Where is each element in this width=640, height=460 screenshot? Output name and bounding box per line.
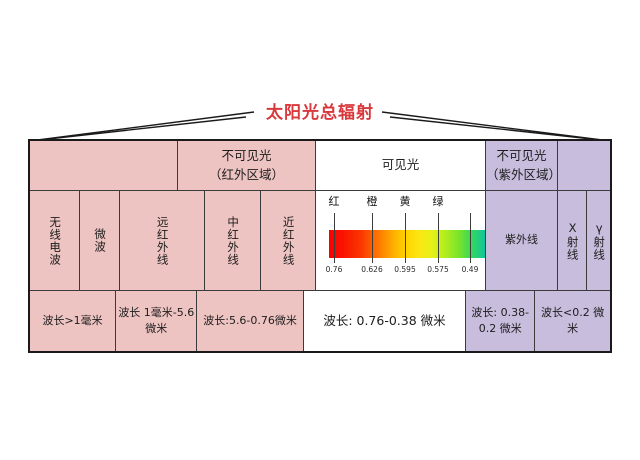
color-label-red: 红 bbox=[328, 195, 340, 208]
band-cell-ultraviolet: 紫外线 bbox=[486, 191, 558, 291]
spectrum-inner: 红 橙 黄 绿 青蓝 紫 bbox=[316, 191, 485, 290]
header-cell-ultraviolet: 不可见光 （紫外区域） bbox=[486, 141, 558, 191]
wavelength-cell-radio: 波长>1毫米 bbox=[30, 291, 117, 351]
table-wavelength-row: 波长>1毫米 波长 1毫米-5.6微米 波长:5.6-0.76微米 波长: 0.… bbox=[30, 291, 611, 351]
color-label-green: 绿 bbox=[432, 195, 444, 208]
wavelength-cell-far-infrared: 波长 1毫米-5.6微米 bbox=[116, 291, 198, 351]
wavelength-cell-visible: 波长: 0.76-0.38 微米 bbox=[303, 291, 467, 351]
band-cell-mid-infrared: 中红外线 bbox=[205, 191, 261, 291]
header-cell-infrared: 不可见光 （红外区域） bbox=[178, 141, 316, 191]
title-brace bbox=[29, 111, 611, 142]
color-label-yellow: 黄 bbox=[399, 195, 411, 208]
spectrum-table: 不可见光 （红外区域） 可见光 不可见光 （紫外区域） 无线电波 微波 远红外线 bbox=[28, 139, 612, 353]
tick-value-0: 0.76 bbox=[325, 265, 343, 274]
wavelength-cell-mid-near-infrared: 波长:5.6-0.76微米 bbox=[197, 291, 304, 351]
spectrum-ticks: 0.76 0.626 0.595 0.575 0.49 0.43 0.38 bbox=[316, 191, 485, 290]
header-cell-radio-blank bbox=[30, 141, 178, 191]
header-cell-xray-blank bbox=[558, 141, 610, 191]
wavelength-cell-xray-gamma: 波长<0.2 微米 bbox=[535, 291, 611, 351]
table-header-row: 不可见光 （红外区域） 可见光 不可见光 （紫外区域） bbox=[30, 141, 610, 191]
color-label-orange: 橙 bbox=[366, 195, 378, 208]
band-cell-microwave: 微波 bbox=[80, 191, 120, 291]
header-cell-visible: 可见光 bbox=[316, 141, 486, 191]
band-cell-xray: X射线 bbox=[558, 191, 587, 291]
band-cell-far-infrared: 远红外线 bbox=[120, 191, 205, 291]
tick-value-2: 0.595 bbox=[394, 265, 416, 274]
tick-value-3: 0.575 bbox=[427, 265, 449, 274]
band-cell-near-infrared: 近红外线 bbox=[261, 191, 316, 291]
band-cell-gamma-ray: γ射线 bbox=[587, 191, 610, 291]
spectrum-color-labels: 红 橙 黄 绿 青蓝 紫 bbox=[316, 195, 485, 211]
band-cell-radio: 无线电波 bbox=[30, 191, 80, 291]
tick-value-4: 0.49 bbox=[461, 265, 479, 274]
tick-value-1: 0.626 bbox=[361, 265, 383, 274]
spectrum-gradient-bar bbox=[329, 230, 485, 258]
wavelength-cell-ultraviolet: 波长: 0.38-0.2 微米 bbox=[466, 291, 536, 351]
visible-spectrum-chart: 红 橙 黄 绿 青蓝 紫 bbox=[316, 191, 486, 291]
table-band-row: 无线电波 微波 远红外线 中红外线 近红外线 红 橙 黄 bbox=[30, 191, 610, 291]
